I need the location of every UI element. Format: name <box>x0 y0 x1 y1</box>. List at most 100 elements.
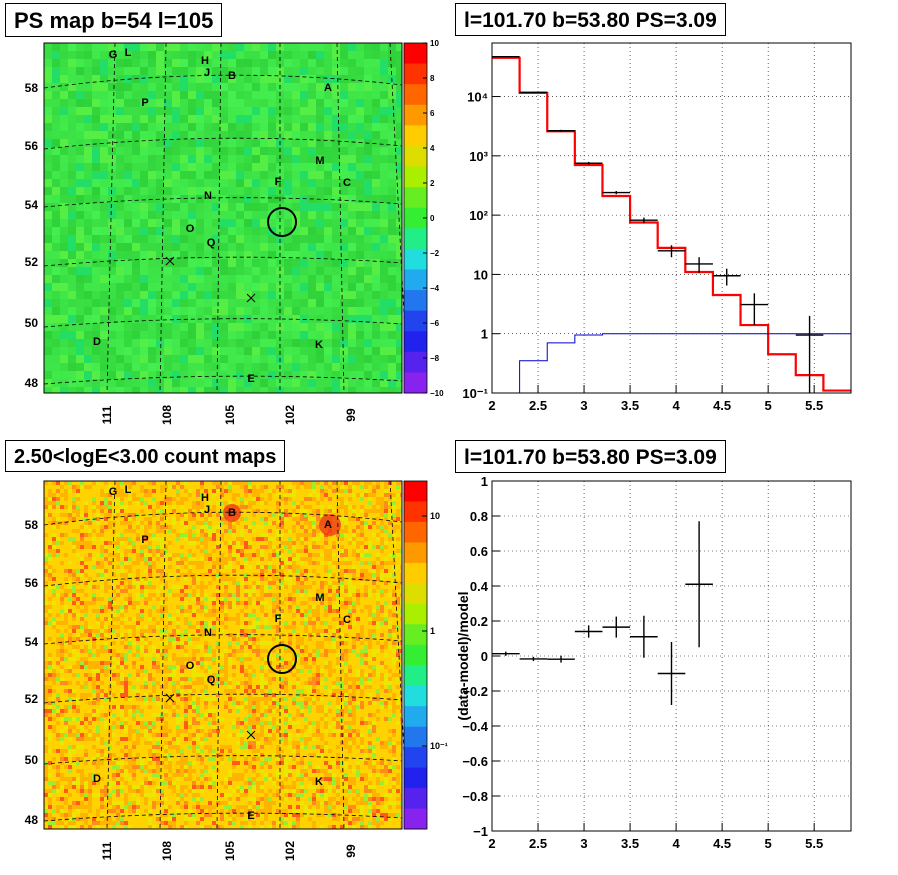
x-tick-label: 102 <box>283 405 297 425</box>
target-circle <box>267 207 297 237</box>
source-label-b: B <box>228 507 236 519</box>
colorbar-cell <box>404 43 427 65</box>
x-tick-label: 4 <box>672 836 680 851</box>
y-tick-label: 0.4 <box>470 579 489 594</box>
x-tick-label: 4 <box>672 398 680 413</box>
colorbar-tick-label: 6 <box>430 109 435 118</box>
colorbar-cell <box>404 603 427 625</box>
graticule-lat-line <box>43 511 403 526</box>
colorbar-cell <box>404 481 427 502</box>
colorbar-tick-label: −8 <box>430 354 440 363</box>
y-tick-label: 48 <box>25 813 39 827</box>
colorbar-cell <box>404 104 427 126</box>
source-label-l: L <box>125 484 132 496</box>
x-tick-label: 4.5 <box>713 836 731 851</box>
excluded-source-marker <box>246 730 256 740</box>
source-label-g: G <box>109 49 118 61</box>
x-tick-label: 99 <box>344 408 358 422</box>
source-label-m: M <box>315 592 324 604</box>
graticule-lat-line <box>43 137 403 150</box>
source-label-c: C <box>343 177 351 189</box>
x-tick-label: 108 <box>160 841 174 861</box>
graticule-lat-line <box>43 197 403 208</box>
source-label-c: C <box>343 614 351 626</box>
hotspot-b <box>223 504 241 522</box>
source-label-a: A <box>324 82 332 94</box>
colorbar-cell <box>404 63 427 85</box>
excluded-source-marker <box>165 693 175 703</box>
colorbar-cell <box>404 84 427 106</box>
colorbar-cell <box>404 248 427 270</box>
colorbar-tick-label: 0 <box>430 214 435 223</box>
spectrum-plot[interactable]: 2 2.5 3 3.5 4 4.5 5 5.5 10⁻¹ 1 10 10² 10³ 10⁴ <box>450 0 898 437</box>
colorbar-cell <box>404 542 427 564</box>
source-label-b: B <box>228 70 236 82</box>
source-label-h: H <box>201 55 209 67</box>
ps-map-title: PS map b=54 l=105 <box>5 3 223 37</box>
x-tick-label: 4.5 <box>713 398 731 413</box>
colorbar-cell <box>404 767 427 789</box>
y-tick-label: 54 <box>25 635 39 649</box>
graticule-lat-line <box>43 574 403 587</box>
colorbar-cell <box>404 583 427 605</box>
x-tick-label: 3 <box>580 398 587 413</box>
colorbar-cell <box>404 290 427 312</box>
map-frame <box>43 480 403 830</box>
target-circle <box>267 644 297 674</box>
x-tick-label: 111 <box>100 841 114 860</box>
y-tick-label: 0 <box>481 649 488 664</box>
map-pixels <box>44 481 402 829</box>
source-label-d: D <box>93 336 101 348</box>
x-tick-label: 5.5 <box>805 398 823 413</box>
y-tick-label: 50 <box>25 316 39 330</box>
graticule-lon-line <box>389 42 409 394</box>
graticule-lon-line <box>106 480 116 830</box>
graticule-lat-line <box>43 693 403 704</box>
model-step-line <box>492 56 851 392</box>
count-map-title: 2.50<logE<3.00 count maps <box>5 440 286 472</box>
graticule-lon-line <box>106 42 116 394</box>
source-label-f: F <box>275 613 282 625</box>
colorbar-cell <box>404 125 427 147</box>
colorbar-cell <box>404 228 427 250</box>
y-tick-label: 54 <box>25 198 39 212</box>
source-label-e: E <box>247 373 254 385</box>
colorbar-cell <box>404 187 427 209</box>
graticule-lat-line <box>43 318 403 328</box>
colorbar-tick-label: −2 <box>430 249 440 258</box>
colorbar-cell <box>404 372 427 394</box>
x-tick-label: 3.5 <box>621 836 639 851</box>
x-tick-label: 2 <box>488 398 495 413</box>
source-label-m: M <box>315 155 324 167</box>
graticule-lat-line <box>43 755 403 765</box>
map-frame <box>43 42 403 394</box>
source-label-a: A <box>324 519 332 531</box>
y-tick-label: 52 <box>25 692 39 706</box>
y-tick-label: 0.8 <box>470 509 488 524</box>
y-tick-label: 10² <box>469 208 488 223</box>
colorbar-cell <box>404 331 427 353</box>
y-tick-label: 0.6 <box>470 544 488 559</box>
y-tick-label: −1 <box>473 824 488 839</box>
colorbar-cell <box>404 207 427 229</box>
ps-map-panel: G L H J B A P M C F N O Q D K E 58 56 54 52 50 48 111 108 105 102… <box>0 0 450 437</box>
colorbar-frame <box>403 480 428 830</box>
source-label-j: J <box>204 504 210 516</box>
y-tick-label: 52 <box>25 255 39 269</box>
x-tick-label: 5.5 <box>805 836 823 851</box>
source-label-k: K <box>315 339 323 351</box>
x-tick-label: 3 <box>580 836 587 851</box>
graticule-lon-line <box>216 42 222 394</box>
colorbar-cell <box>404 808 427 830</box>
colorbar-tick-label: 1 <box>430 626 435 636</box>
graticule-lon-line <box>216 480 222 830</box>
y-tick-label: 56 <box>25 139 39 153</box>
colorbar-tick-label: 10⁻¹ <box>430 741 448 751</box>
x-tick-label: 5 <box>765 836 772 851</box>
colorbar-cell <box>404 665 427 687</box>
x-tick-label: 108 <box>160 405 174 425</box>
residual-plot[interactable]: 2 2.5 3 3.5 4 4.5 5 5.5 1 0.8 0.6 0.4 0.2 0 −0.2 −0.4 −0… <box>450 437 898 875</box>
y-tick-label: 48 <box>25 376 39 390</box>
